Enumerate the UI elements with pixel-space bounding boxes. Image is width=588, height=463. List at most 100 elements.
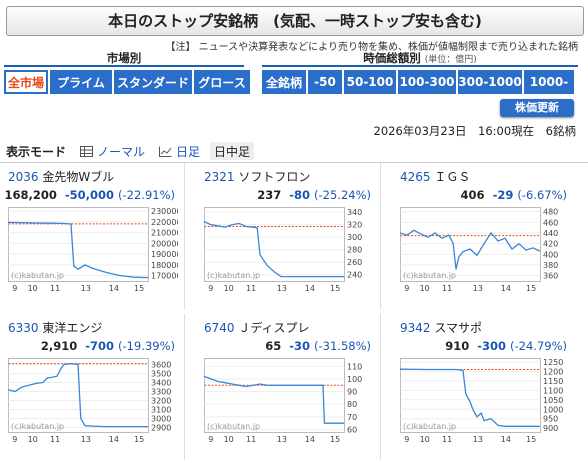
y-tick-label: 230000: [151, 207, 178, 216]
tab-growth[interactable]: グロース: [194, 70, 250, 94]
stock-header: 2321 ソフトフロン: [204, 168, 310, 185]
tab-50-100[interactable]: 50-100: [344, 70, 396, 94]
stock-price: 406: [460, 188, 485, 202]
x-tick-label: 11: [442, 435, 452, 444]
mode-normal[interactable]: ノーマル: [76, 142, 149, 160]
y-tick-label: 420: [543, 240, 558, 249]
tab-all-markets[interactable]: 全市場: [4, 70, 48, 94]
y-tick-label: 3400: [151, 379, 171, 388]
intraday-chart[interactable]: 1250 1200 1150 1100 1050 1000 950 900 9 10 11 13 14 1…: [400, 358, 570, 444]
stock-change: -30: [289, 339, 315, 353]
stock-price: 2,910: [40, 339, 78, 353]
x-tick-label: 15: [526, 435, 536, 444]
x-tick-label: 13: [277, 284, 287, 293]
intraday-chart[interactable]: 480 460 440 420 400 380 360 9 10 11 13 14 15 (c)kabut…: [400, 207, 570, 293]
stock-code-link[interactable]: 6740: [204, 321, 239, 335]
x-tick-label: 10: [224, 284, 234, 293]
y-tick-label: 1150: [543, 377, 563, 386]
tab-100-300[interactable]: 100-300: [398, 70, 456, 94]
x-tick-label: 10: [420, 284, 430, 293]
refresh-button[interactable]: 株価更新: [500, 99, 574, 117]
display-mode-label: 表示モード: [6, 144, 67, 159]
x-tick-label: 15: [526, 284, 536, 293]
x-tick-label: 15: [330, 435, 340, 444]
intraday-chart-svg: 230000 220000 210000200000 190000 180000 1700…: [8, 207, 178, 293]
stock-code-link[interactable]: 2321: [204, 170, 239, 184]
price-section-header: 時価総額別 (単位：億円): [262, 51, 578, 67]
stock-change-pct: (-24.79%): [510, 339, 567, 353]
stock-card-4265: 4265 ＩＧＳ 406 -29 (-6.67%) 480 460 440 420 400 38…: [392, 163, 577, 309]
y-tick-label: 460: [543, 218, 558, 227]
note: 【注】 ニュースや決算発表などにより売り物を集め、株価が値幅制限まで売り込まれた…: [166, 38, 579, 53]
market-tabs: 全市場 プライム スタンダード グロース: [4, 70, 250, 94]
stock-header: 4265 ＩＧＳ: [400, 168, 470, 185]
x-tick-label: 14: [305, 435, 315, 444]
y-tick-label: 320: [347, 221, 362, 230]
y-tick-label: 60: [347, 425, 357, 434]
intraday-chart[interactable]: 3600 3500 3400 3300 3200 3100 3000 2900 9 10 11 13 1…: [8, 358, 178, 444]
y-tick-label: 220000: [151, 218, 178, 227]
mode-daily[interactable]: 日足: [155, 142, 204, 160]
tab-standard[interactable]: スタンダード: [114, 70, 192, 94]
stock-code-link[interactable]: 6330: [8, 321, 43, 335]
stock-code-link[interactable]: 2036: [8, 170, 43, 184]
y-tick-label: 3100: [151, 406, 171, 415]
y-tick-label: 260: [347, 258, 362, 267]
stock-code-link[interactable]: 4265: [400, 170, 435, 184]
intraday-chart[interactable]: 340 320 300 280 260 240 9 10 11 13 14 15 (c)kabutan.…: [204, 207, 374, 293]
intraday-chart[interactable]: 230000 220000 210000200000 190000 180000 1700…: [8, 207, 178, 293]
page-title: 本日のストップ安銘柄 (気配、一時ストップ安も含む): [6, 6, 584, 36]
price-line: [400, 368, 540, 427]
stock-name-link[interactable]: ＩＧＳ: [434, 170, 471, 184]
x-tick-label: 11: [50, 435, 60, 444]
x-tick-label: 10: [28, 435, 38, 444]
stock-name-link[interactable]: スマサポ: [434, 321, 482, 335]
stock-change-pct: (-31.58%): [314, 339, 371, 353]
tab-all-stocks[interactable]: 全銘柄: [262, 70, 306, 94]
stock-card-6740: 6740 Ｊディスプレ 65 -30 (-31.58%) 110 100 90 80 70 60…: [196, 314, 381, 460]
watermark: (c)kabutan.jp: [11, 422, 64, 431]
x-tick-label: 11: [246, 284, 256, 293]
stock-change: -50,000: [64, 188, 119, 202]
mode-intraday[interactable]: 日中足: [210, 142, 255, 160]
intraday-chart[interactable]: 110 100 90 80 70 60 9 10 11 13 14 15 (c)kabutan.jp: [204, 358, 374, 444]
stock-name-link[interactable]: 東洋エンジ: [42, 321, 103, 335]
watermark: (c)kabutan.jp: [403, 271, 456, 280]
price-line: [204, 375, 344, 424]
watermark: (c)kabutan.jp: [11, 271, 64, 280]
stock-name-link[interactable]: ソフトフロン: [238, 170, 311, 184]
x-tick-label: 10: [28, 284, 38, 293]
plot-frame: [400, 358, 541, 433]
line-chart-icon: [159, 146, 172, 157]
stock-values: 910 -300 (-24.79%): [392, 339, 577, 353]
stock-card-9342: 9342 スマサポ 910 -300 (-24.79%) 1250 1200 1150 11…: [392, 314, 577, 460]
x-tick-label: 15: [330, 284, 340, 293]
note-text: ニュースや決算発表などにより売り物を集め、株価が値幅制限まで売り込まれた銘柄: [198, 42, 578, 53]
x-tick-label: 9: [404, 284, 409, 293]
x-tick-label: 15: [134, 284, 144, 293]
x-tick-label: 14: [501, 284, 511, 293]
stock-grid: 2036 金先物Wブル 168,200 -50,000 (-22.91%) 23000…: [0, 162, 588, 463]
tab-over-1000[interactable]: 1000-: [524, 70, 574, 94]
x-tick-label: 14: [109, 435, 119, 444]
note-label: 【注】: [165, 42, 196, 53]
stock-change: -300: [477, 339, 511, 353]
watermark: (c)kabutan.jp: [207, 271, 260, 280]
watermark: (c)kabutan.jp: [207, 422, 260, 431]
tab-300-1000[interactable]: 300-1000: [458, 70, 522, 94]
x-tick-label: 13: [81, 284, 91, 293]
tab-prime[interactable]: プライム: [50, 70, 112, 94]
stock-change-pct: (-25.24%): [314, 188, 371, 202]
price-line: [8, 221, 149, 279]
stock-header: 6740 Ｊディスプレ: [204, 319, 310, 336]
x-tick-label: 13: [81, 435, 91, 444]
stock-name-link[interactable]: Ｊディスプレ: [238, 321, 310, 335]
stock-values: 237 -80 (-25.24%): [196, 188, 381, 202]
y-tick-label: 210000: [151, 229, 178, 238]
y-tick-label: 1250: [543, 358, 563, 367]
stock-name-link[interactable]: 金先物Wブル: [42, 170, 115, 184]
stock-code-link[interactable]: 9342: [400, 321, 435, 335]
tab-under-50[interactable]: -50: [308, 70, 342, 94]
price-line: [400, 229, 541, 270]
